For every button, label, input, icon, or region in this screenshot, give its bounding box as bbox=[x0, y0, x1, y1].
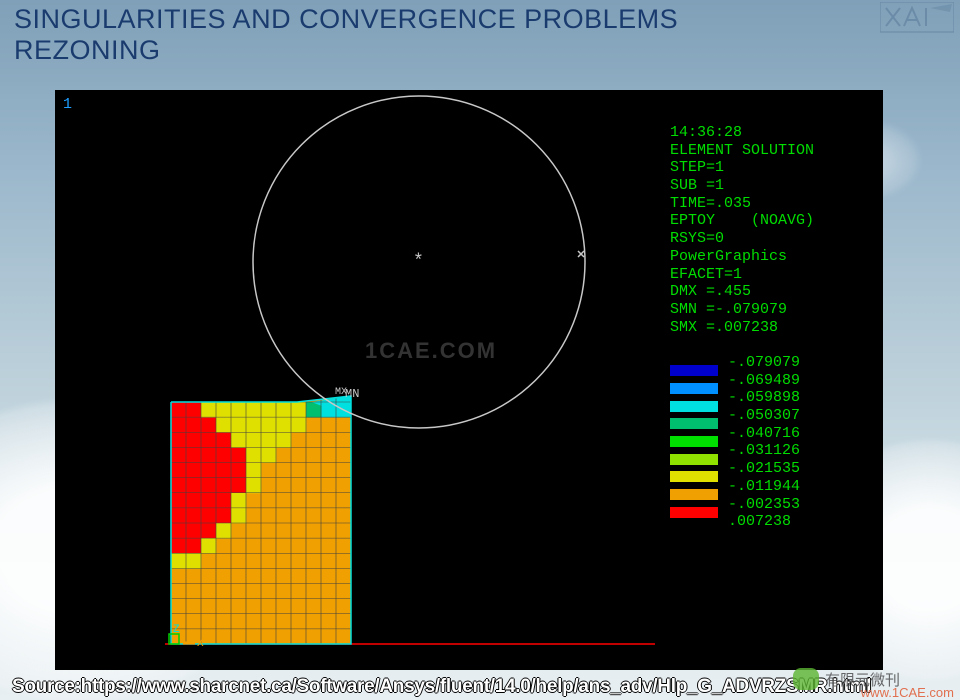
legend-value: -.021535 bbox=[718, 460, 800, 478]
watermark-url: www.1CAE.com bbox=[861, 685, 954, 700]
legend-swatch bbox=[670, 401, 718, 412]
svg-text:MX: MX bbox=[335, 387, 347, 398]
title-line-1: SINGULARITIES AND CONVERGENCE PROBLEMS bbox=[14, 4, 678, 35]
wechat-icon bbox=[793, 668, 819, 690]
fea-plot: * MNMX Z X bbox=[55, 90, 655, 670]
legend-value: .007238 bbox=[718, 513, 791, 531]
legend-value: -.011944 bbox=[718, 478, 800, 496]
svg-text:Z: Z bbox=[173, 624, 180, 636]
legend-value: -.031126 bbox=[718, 442, 800, 460]
legend-swatch bbox=[670, 383, 718, 394]
svg-text:*: * bbox=[413, 252, 424, 272]
legend-swatch bbox=[670, 454, 718, 465]
legend-swatch bbox=[670, 365, 718, 376]
legend-value: -.002353 bbox=[718, 496, 800, 514]
legend-value: -.079079 bbox=[718, 354, 800, 372]
legend-value: -.050307 bbox=[718, 407, 800, 425]
legend-value: -.059898 bbox=[718, 389, 800, 407]
legend-swatch bbox=[670, 489, 718, 500]
legend-row: -.079079 bbox=[670, 354, 800, 372]
legend-swatch bbox=[670, 436, 718, 447]
svg-text:MN: MN bbox=[345, 387, 359, 401]
slide-title: SINGULARITIES AND CONVERGENCE PROBLEMS R… bbox=[14, 4, 678, 66]
source-citation: Source:https://www.sharcnet.ca/Software/… bbox=[12, 676, 871, 698]
legend-value: -.069489 bbox=[718, 372, 800, 390]
title-line-2: REZONING bbox=[14, 35, 678, 66]
ansys-viewer-window: 1 1CAE.COM *MNMXZX 14:36:28 ELEMENT SOLU… bbox=[55, 90, 883, 670]
legend-swatch bbox=[670, 418, 718, 429]
svg-text:X: X bbox=[197, 638, 204, 650]
xai-logo bbox=[880, 2, 954, 38]
legend-value: -.040716 bbox=[718, 425, 800, 443]
legend-swatch bbox=[670, 471, 718, 482]
solution-info: 14:36:28 ELEMENT SOLUTION STEP=1 SUB =1 … bbox=[670, 124, 814, 336]
contour-legend: -.079079-.069489-.059898-.050307-.040716… bbox=[670, 354, 800, 531]
legend-swatch bbox=[670, 507, 718, 518]
